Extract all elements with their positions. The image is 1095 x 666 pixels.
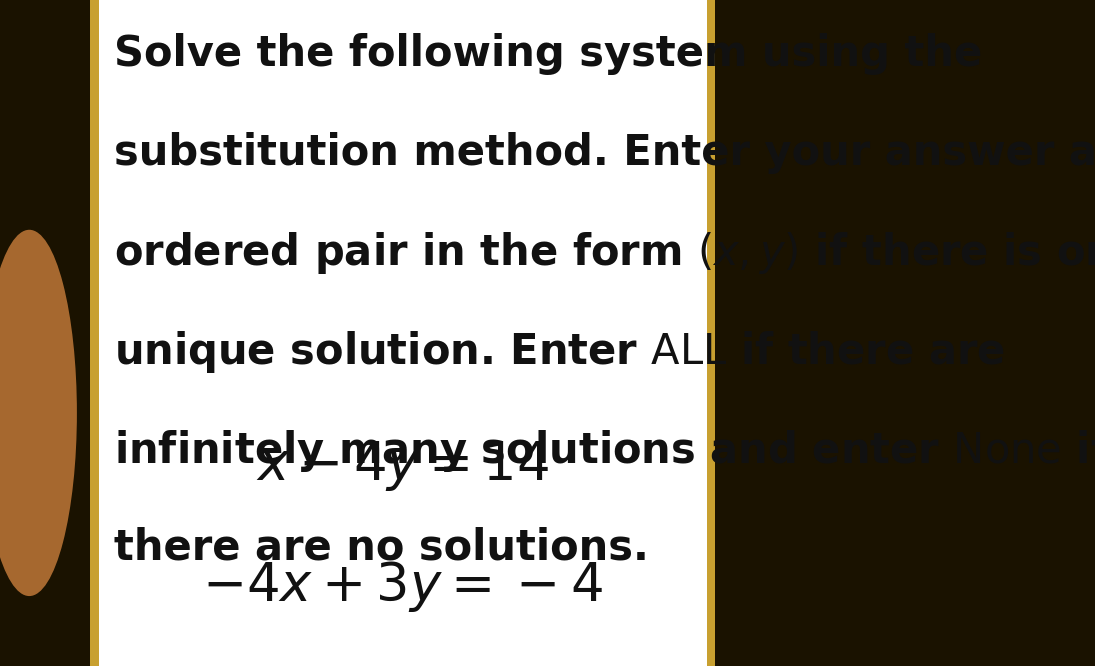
Bar xyxy=(706,0,715,666)
Ellipse shape xyxy=(0,230,77,596)
Bar xyxy=(90,0,99,666)
Bar xyxy=(99,0,706,666)
Bar xyxy=(0,0,99,666)
Text: unique solution. Enter $\mathrm{ALL}$ if there are: unique solution. Enter $\mathrm{ALL}$ if… xyxy=(114,329,1004,375)
Text: ordered pair in the form $(x, y)$ if there is one,: ordered pair in the form $(x, y)$ if the… xyxy=(114,230,1095,276)
Bar xyxy=(706,0,733,666)
Text: $x - 4y = 14$: $x - 4y = 14$ xyxy=(256,439,550,494)
Text: $-4x + 3y = -4$: $-4x + 3y = -4$ xyxy=(203,559,603,613)
Text: Solve the following system using the: Solve the following system using the xyxy=(114,33,982,75)
Text: there are no solutions.: there are no solutions. xyxy=(114,526,648,568)
Text: infinitely many solutions and enter $\mathrm{None}$ if: infinitely many solutions and enter $\ma… xyxy=(114,428,1095,474)
Text: substitution method. Enter your answer as an: substitution method. Enter your answer a… xyxy=(114,132,1095,174)
